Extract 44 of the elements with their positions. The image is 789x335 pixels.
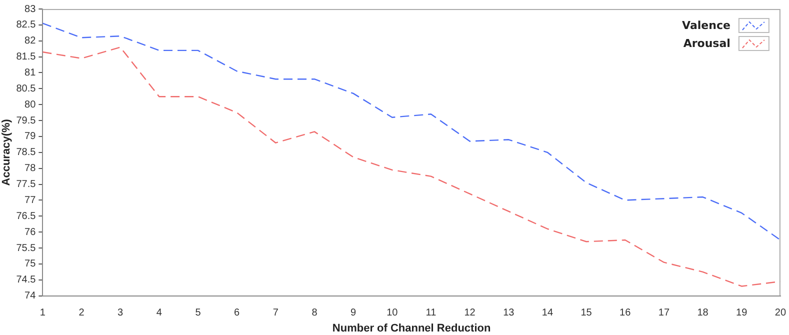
y-tick-label: 81.5 — [16, 52, 36, 63]
x-tick-label: 3 — [118, 308, 124, 319]
y-tick-label: 75.5 — [16, 242, 36, 254]
y-tick-label: 82 — [24, 36, 36, 47]
y-tick-label: 79 — [24, 131, 36, 142]
y-tick-label: 83 — [24, 4, 36, 15]
x-tick-label: 20 — [774, 308, 786, 319]
y-tick-label: 77.5 — [16, 179, 36, 190]
y-tick-label: 81 — [24, 67, 36, 78]
x-tick-label: 18 — [697, 308, 709, 319]
x-axis-title: Number of Channel Reduction — [332, 322, 491, 334]
x-tick-label: 13 — [503, 308, 515, 319]
y-tick-label: 76 — [24, 226, 36, 238]
x-tick-label: 5 — [195, 308, 202, 319]
x-tick-label: 4 — [156, 308, 162, 319]
y-tick-label: 77 — [24, 194, 36, 206]
y-tick-label: 80.5 — [16, 83, 36, 94]
y-tick-label: 79.5 — [16, 115, 36, 126]
x-tick-label: 19 — [736, 308, 748, 319]
x-tick-label: 10 — [386, 308, 398, 319]
y-tick-label: 80 — [24, 99, 36, 110]
x-tick-label: 16 — [620, 308, 632, 319]
legend-label: Valence — [682, 18, 730, 32]
x-tick-label: 6 — [234, 308, 240, 319]
y-tick-label: 74.5 — [16, 274, 36, 286]
x-tick-label: 17 — [658, 308, 670, 319]
y-tick-label: 78 — [24, 163, 36, 174]
x-tick-label: 8 — [312, 308, 318, 319]
x-tick-label: 12 — [464, 308, 476, 319]
x-tick-label: 2 — [78, 308, 85, 319]
x-tick-label: 15 — [580, 308, 592, 319]
x-tick-label: 9 — [350, 308, 357, 319]
y-tick-label: 76.5 — [16, 210, 36, 222]
legend-label: Arousal — [683, 36, 730, 50]
y-tick-label: 74 — [24, 290, 36, 302]
x-tick-label: 7 — [272, 308, 279, 319]
y-tick-label: 75 — [24, 258, 36, 270]
x-tick-label: 1 — [40, 308, 46, 319]
line-series — [42, 22, 780, 241]
y-axis-title: Accuracy(%) — [0, 118, 13, 186]
x-tick-label: 14 — [542, 308, 554, 319]
y-tick-label: 82.5 — [16, 20, 36, 31]
y-tick-label: 78.5 — [16, 147, 36, 158]
x-tick-label: 11 — [426, 308, 437, 319]
